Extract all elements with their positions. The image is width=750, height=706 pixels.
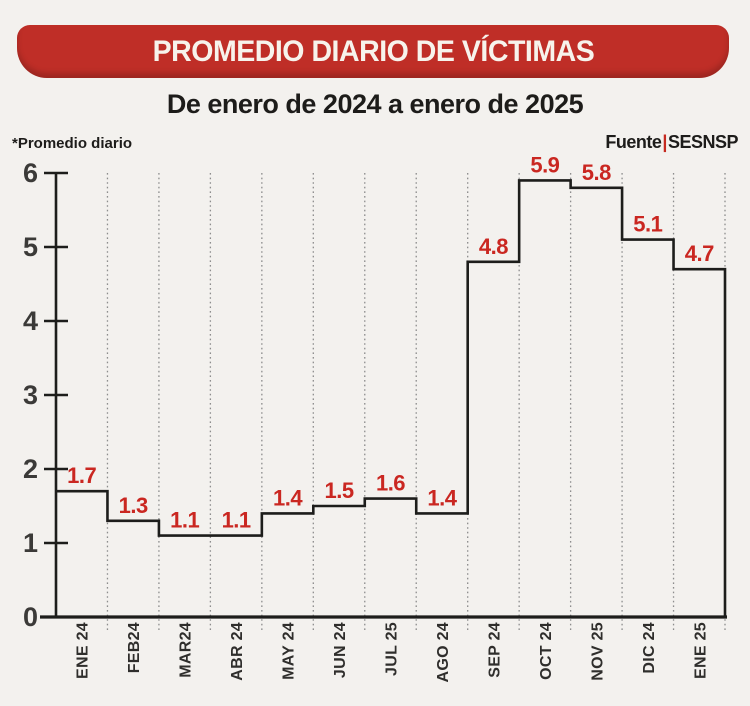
- y-tick-label: 6: [23, 158, 38, 188]
- source-credit: Fuente|SESNSP: [605, 132, 738, 153]
- y-tick-label: 5: [23, 232, 38, 262]
- y-tick-label: 1: [23, 528, 38, 558]
- x-tick-label: AGO 24: [435, 622, 452, 683]
- value-label: 5.8: [582, 160, 611, 185]
- chart: 0 1 2 3 4 5 6 1.7 ENE 24 1.3 FEB24 1.1 MAR24 1.1 ABR 2…: [0, 150, 750, 701]
- x-tick-label: ABR 24: [229, 622, 246, 681]
- x-tick-label: NOV 25: [589, 622, 606, 681]
- x-tick-label: OCT 24: [538, 622, 555, 680]
- x-tick-label: ENE 25: [692, 622, 709, 679]
- x-tick-label: SEP 24: [486, 622, 503, 678]
- value-label: 5.1: [633, 212, 662, 237]
- value-label: 1.1: [170, 508, 199, 533]
- y-tick-label: 4: [23, 306, 38, 336]
- value-label: 1.6: [376, 471, 405, 496]
- x-tick-label: FEB24: [126, 622, 143, 673]
- x-tick-label: JUL 25: [384, 622, 401, 676]
- footnote: *Promedio diario: [12, 135, 133, 152]
- step-line: [56, 179, 727, 617]
- value-label: 5.9: [530, 152, 559, 177]
- value-label: 1.4: [273, 485, 303, 510]
- x-tick-label: ENE 24: [75, 622, 92, 679]
- value-label: 1.3: [119, 493, 148, 518]
- value-label: 1.7: [67, 463, 96, 488]
- x-tick-label: MAY 24: [281, 622, 298, 680]
- title-banner: PROMEDIO DIARIO DE VÍCTIMAS: [17, 25, 729, 78]
- x-tick-label: DIC 24: [641, 622, 658, 674]
- source-separator: |: [662, 132, 667, 152]
- value-label: 1.5: [324, 478, 353, 503]
- value-label: 1.1: [222, 508, 251, 533]
- x-tick-label: JUN 24: [332, 622, 349, 678]
- y-tick-label: 2: [23, 454, 38, 484]
- value-label: 4.8: [479, 234, 508, 259]
- y-tick-label: 3: [23, 380, 38, 410]
- meta-row: *Promedio diario Fuente|SESNSP: [0, 132, 750, 154]
- x-tick-label: MAR24: [178, 622, 195, 678]
- subtitle: De enero de 2024 a enero de 2025: [166, 89, 584, 119]
- value-label: 4.7: [685, 241, 714, 266]
- step-chart-canvas: 0 1 2 3 4 5 6 1.7 ENE 24 1.3 FEB24 1.1 MAR24 1.1 ABR 2…: [23, 152, 727, 683]
- y-tick-label: 0: [23, 602, 38, 632]
- source-label: Fuente: [605, 132, 662, 152]
- value-label: 1.4: [427, 485, 457, 510]
- page-title: PROMEDIO DIARIO DE VÍCTIMAS: [152, 34, 594, 68]
- source-name: SESNSP: [667, 132, 739, 152]
